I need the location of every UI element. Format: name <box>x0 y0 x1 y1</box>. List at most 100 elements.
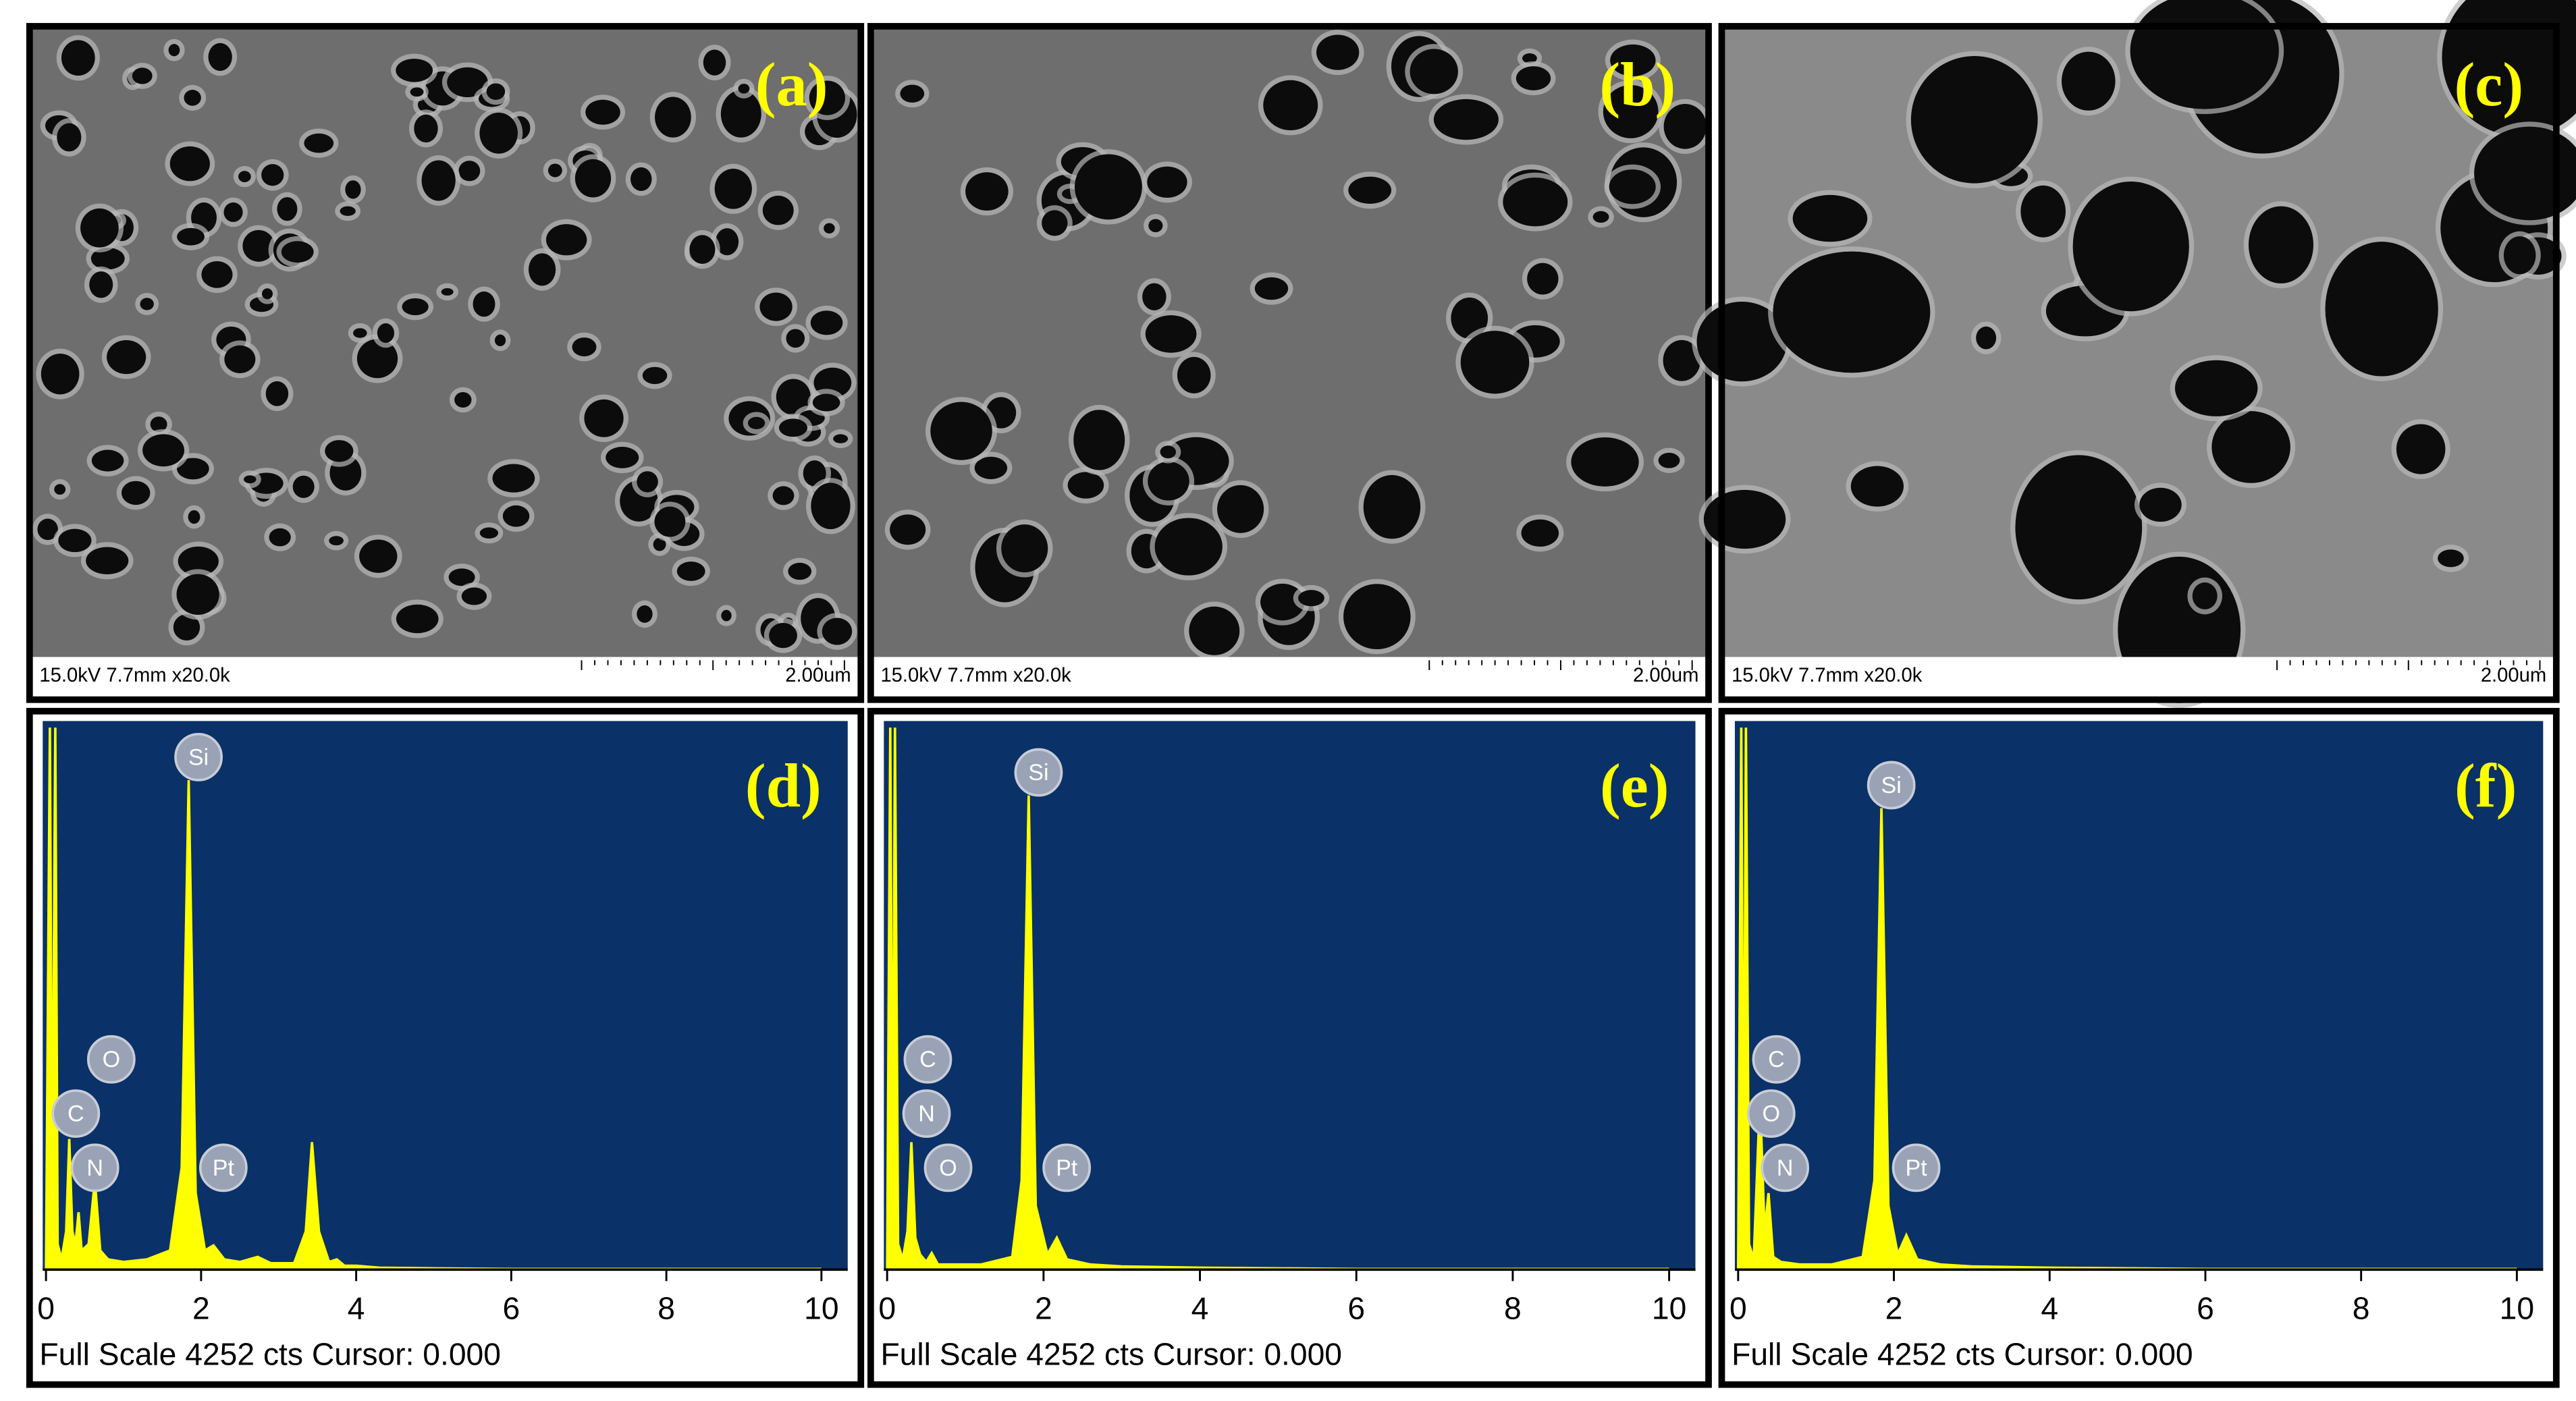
pore <box>1663 104 1707 149</box>
element-label: N <box>1777 1155 1794 1181</box>
pore <box>714 169 752 209</box>
pore <box>61 40 95 76</box>
pore <box>410 87 424 97</box>
pore <box>654 506 686 537</box>
panel-frame <box>1718 23 2560 703</box>
pore <box>574 159 612 198</box>
element-badge <box>1891 1143 1941 1192</box>
pore <box>721 609 732 622</box>
element-badge <box>70 1143 119 1192</box>
pore <box>2062 51 2116 111</box>
pore <box>2325 242 2438 377</box>
element-badge <box>174 733 223 781</box>
pore <box>2211 411 2290 483</box>
x-tick-label: 2 <box>192 1290 210 1325</box>
pore <box>277 197 298 221</box>
spectrum-line <box>886 727 1669 1271</box>
pore <box>1316 34 1360 70</box>
x-tick-label: 10 <box>804 1290 838 1325</box>
pore <box>2072 182 2189 312</box>
element-badge <box>1752 1035 1801 1084</box>
pore <box>716 228 739 256</box>
pore <box>779 418 807 437</box>
pore <box>812 393 840 412</box>
element-label: C <box>919 1047 936 1072</box>
pore <box>41 353 80 395</box>
pore <box>529 253 556 286</box>
pore <box>1792 194 1868 242</box>
pore <box>479 527 499 539</box>
pore <box>461 587 487 605</box>
pore <box>396 604 439 634</box>
pore <box>1042 210 1068 236</box>
panel-label: (b) <box>1599 51 1675 119</box>
pore <box>188 510 200 524</box>
pore <box>142 434 185 467</box>
element-badge <box>1042 1143 1092 1192</box>
element-badge <box>198 1143 248 1192</box>
panel-label: (e) <box>1600 752 1669 821</box>
pore <box>54 484 66 495</box>
pore <box>1610 44 1656 76</box>
pore <box>1410 49 1458 94</box>
element-label: N <box>86 1155 103 1181</box>
pore <box>1460 331 1530 394</box>
element-label: O <box>103 1047 120 1072</box>
pore <box>58 528 92 553</box>
footer: Full Scale 4252 cts Cursor: 0.000 <box>880 1336 1342 1371</box>
pore <box>1260 583 1305 621</box>
x-tick-label: 8 <box>2353 1290 2370 1325</box>
pore <box>402 298 429 316</box>
spectrum-panel: 0 2 4 6 8 10 Full Scale 4252 cts Cursor: 0.000… <box>26 707 865 1388</box>
pore <box>140 298 154 310</box>
pore <box>377 323 395 343</box>
pore <box>1773 251 1931 373</box>
sem-panel: 15.0kV 7.7mm x20.0k 2.00um (a) <box>26 23 865 703</box>
pore <box>2139 487 2182 522</box>
pore <box>1067 472 1104 499</box>
pore <box>1658 452 1680 468</box>
pore <box>1073 410 1125 470</box>
pore <box>1263 80 1318 131</box>
pore <box>1160 445 1177 459</box>
x-tick-label: 6 <box>503 1290 520 1325</box>
pore <box>201 260 233 288</box>
pore <box>2474 126 2576 221</box>
sem-panel: 15.0kV 7.7mm x20.0k 2.00um (c) <box>1692 0 2576 709</box>
x-tick-label: 6 <box>2197 1290 2214 1325</box>
pore <box>786 329 805 348</box>
pore <box>329 536 344 546</box>
pore <box>759 292 793 321</box>
pore <box>178 546 219 576</box>
x-tick-label: 0 <box>1729 1290 1747 1325</box>
pore <box>441 287 454 296</box>
pore <box>486 83 506 100</box>
pore <box>811 483 851 530</box>
spectrum-line <box>45 727 822 1271</box>
pore <box>1348 176 1392 204</box>
pore <box>184 90 201 106</box>
pore <box>492 464 535 493</box>
pore <box>356 339 398 379</box>
pore <box>965 172 1009 211</box>
pore <box>340 206 356 216</box>
pore <box>86 547 129 575</box>
panel-label: (a) <box>755 51 828 119</box>
pore <box>261 164 284 186</box>
scale-bar-label: 2.00um <box>785 665 851 686</box>
x-tick-label: 2 <box>1035 1290 1052 1325</box>
panel-frame <box>26 23 865 703</box>
panel-label: (f) <box>2454 752 2517 821</box>
pore <box>1254 277 1289 300</box>
sem-info: 15.0kV 7.7mm x20.0k <box>1732 665 1923 686</box>
element-label: Si <box>1028 760 1048 786</box>
pore <box>1521 519 1559 547</box>
element-badge <box>903 1035 952 1084</box>
x-tick-label: 8 <box>658 1290 675 1325</box>
pore <box>353 328 367 338</box>
element-badge <box>86 1035 136 1084</box>
info-bar <box>29 657 861 700</box>
pore <box>606 447 639 468</box>
pore <box>177 227 205 246</box>
